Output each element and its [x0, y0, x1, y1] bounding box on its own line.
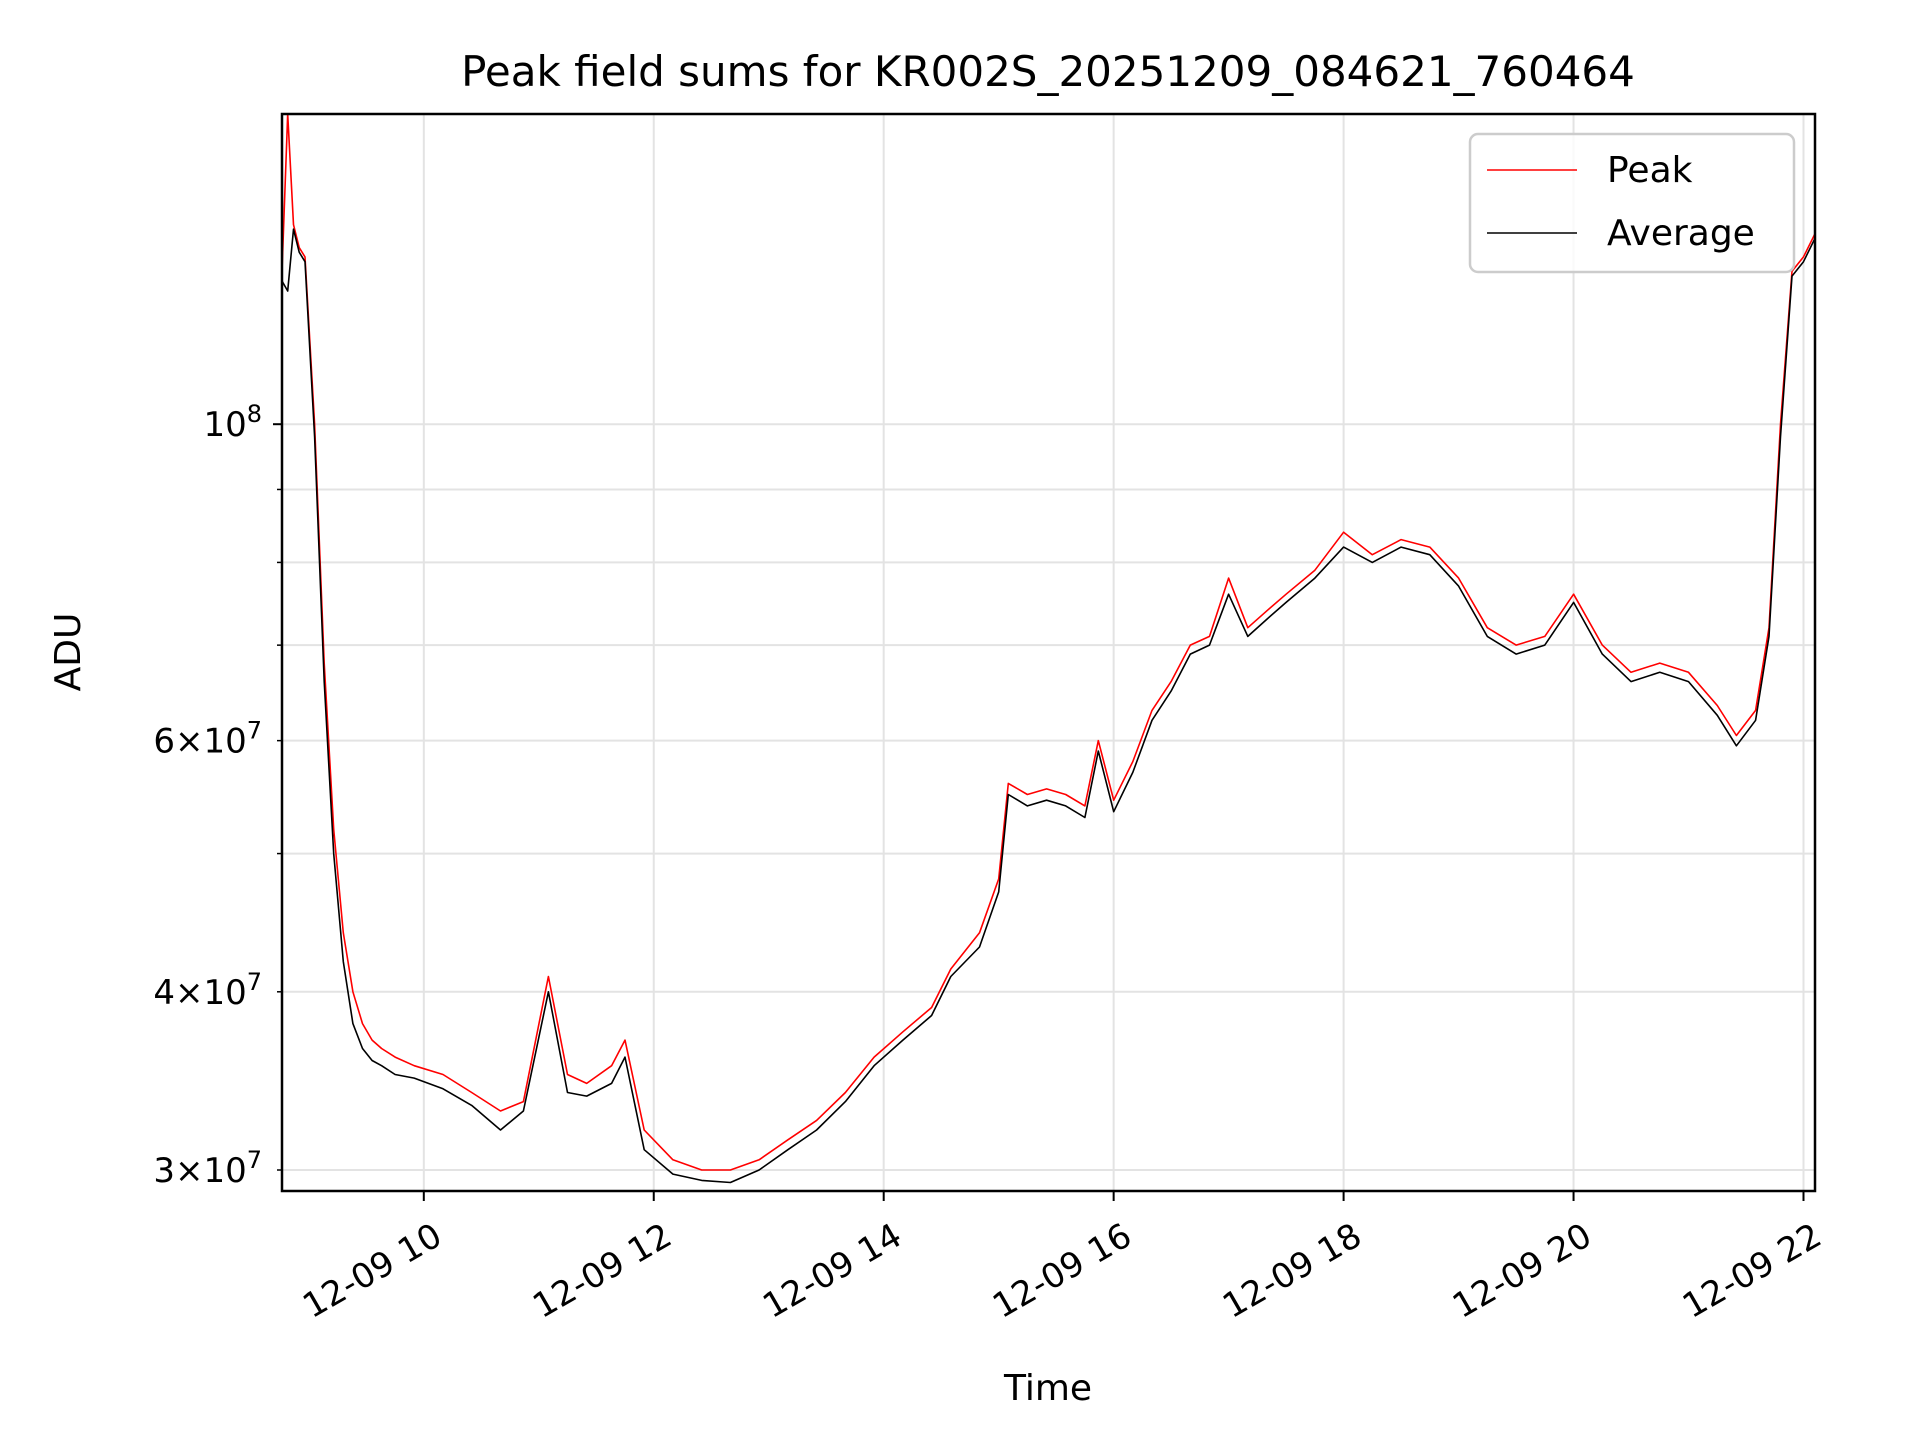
- legend-peak-label: Peak: [1607, 150, 1693, 191]
- series-peak-line: [281, 113, 1816, 1171]
- plot-series: [281, 113, 1816, 1184]
- y-axis-label: ADU: [48, 613, 89, 692]
- chart-title: Peak field sums for KR002S_20251209_0846…: [461, 47, 1635, 96]
- y-minor-tick-label: 6×107: [153, 717, 262, 762]
- series-average-line: [281, 228, 1816, 1184]
- legend-average-label: Average: [1607, 213, 1755, 254]
- y-minor-tick-label: 4×107: [153, 968, 262, 1013]
- x-axis-label: Time: [1003, 1368, 1092, 1409]
- y-major-tick-label: 108: [203, 400, 262, 445]
- grid: [282, 114, 1815, 1191]
- y-minor-tick-label: 3×107: [153, 1146, 262, 1191]
- legend-box: [1468, 132, 1796, 274]
- legend: Peak Average: [1468, 132, 1796, 274]
- plot-frame: [280, 112, 1817, 1193]
